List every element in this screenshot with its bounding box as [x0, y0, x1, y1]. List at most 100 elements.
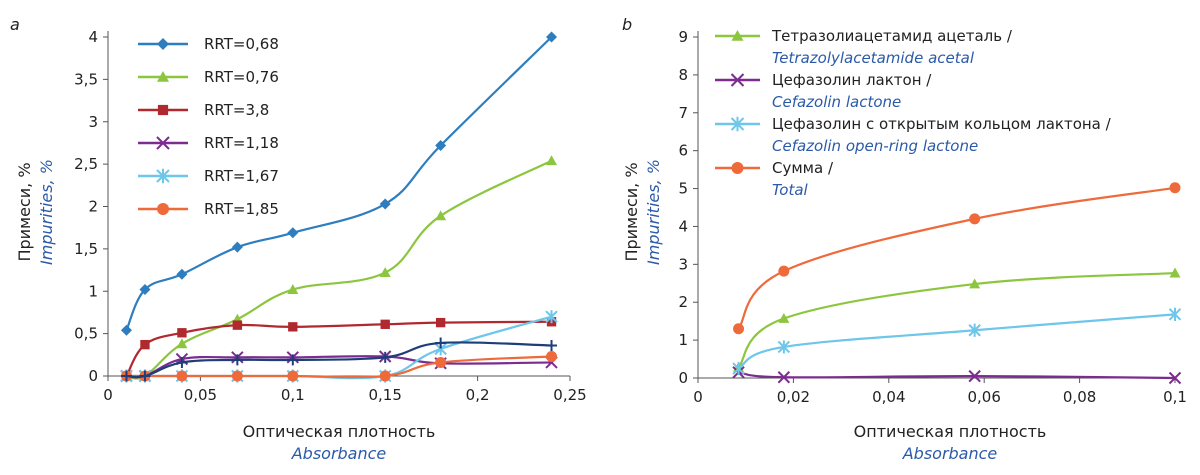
- data-point: [139, 370, 151, 382]
- y-tick-labels-a: 0 0,5 1 1,5 2 2,5 3 3,5 4: [74, 28, 98, 385]
- data-point: [546, 155, 558, 166]
- data-point: [546, 339, 558, 351]
- data-point: [379, 351, 391, 363]
- data-point: [778, 313, 790, 323]
- y-tick-label: 6: [678, 142, 688, 160]
- series-1: [120, 31, 558, 336]
- legend-label: Цефазолин лактон /: [772, 71, 932, 89]
- legend-label: Тетразолиацетамид ацеталь /: [771, 27, 1013, 45]
- x-tick-label: 0,1: [1163, 388, 1187, 406]
- legend-label-en: Total: [772, 181, 809, 199]
- y-axis-label-en-a: Impurities, %: [37, 159, 56, 265]
- legend-label-en: Tetrazolylacetamide acetal: [772, 49, 975, 67]
- series-line: [737, 186, 1176, 330]
- series-3: [732, 307, 1182, 376]
- legend-label: Цефазолин с открытым кольцом лактона /: [772, 115, 1112, 133]
- y-tick-label: 7: [678, 104, 688, 122]
- data-point: [435, 210, 447, 221]
- data-point: [231, 354, 243, 366]
- series-line: [737, 313, 1176, 370]
- data-point: [1168, 371, 1182, 385]
- y-tick-label: 2,5: [74, 155, 98, 173]
- legend-item-4: Сумма / Total: [715, 159, 834, 199]
- data-point: [969, 278, 981, 289]
- legend-item-3: Цефазолин с открытым кольцом лактона / Ce…: [715, 115, 1112, 155]
- data-point: [968, 369, 981, 383]
- x-tick-label: 0,15: [368, 386, 401, 404]
- panel-label-b: b: [622, 15, 632, 34]
- data-point: [546, 31, 558, 43]
- legend-label: RRT=0,76: [204, 68, 279, 86]
- legend-marker: [157, 104, 169, 116]
- data-point: [435, 317, 446, 328]
- data-point: [177, 328, 187, 338]
- y-axis-label-en-b: Impurities, %: [644, 159, 663, 265]
- y-tick-label: 8: [678, 66, 688, 84]
- legend-marker: [730, 116, 745, 132]
- legend-item-4: RRT=1,18: [138, 134, 279, 152]
- x-tick-label: 0,1: [281, 386, 305, 404]
- legend-item-5: RRT=1,67: [138, 167, 279, 185]
- y-tick-label: 3: [88, 113, 98, 131]
- data-point: [288, 322, 298, 332]
- x-axis-label-en-b: Absorbance: [902, 444, 998, 463]
- x-tick-label: 0: [103, 386, 113, 404]
- y-tick-label: 5: [678, 180, 688, 198]
- x-tick-label: 0,04: [872, 388, 905, 406]
- axes-a: [103, 31, 571, 381]
- data-point: [120, 370, 132, 382]
- x-tick-label: 0,02: [777, 388, 810, 406]
- data-point: [435, 356, 447, 368]
- series-4: [733, 182, 1181, 335]
- y-tick-label: 2: [88, 198, 98, 216]
- axes-b: [693, 31, 1176, 383]
- series-line: [737, 271, 1176, 369]
- data-point: [778, 265, 790, 277]
- data-point: [546, 351, 558, 363]
- y-tick-labels-b: 0 1 2 3 4 5 6 7 8 9: [678, 28, 688, 387]
- data-point: [435, 337, 447, 349]
- y-tick-label: 3: [678, 255, 688, 273]
- data-point: [140, 339, 150, 350]
- legend-marker: [731, 30, 744, 41]
- series-line: [125, 36, 553, 331]
- legend-marker: [730, 73, 745, 87]
- legend-item-2: Цефазолин лактон / Cefazolin lactone: [715, 71, 932, 111]
- data-point: [1169, 182, 1181, 194]
- legend-label: RRT=1,85: [204, 200, 279, 218]
- data-point: [231, 370, 243, 382]
- y-tick-label: 2: [678, 293, 688, 311]
- data-point: [120, 324, 132, 336]
- legend-marker: [156, 136, 170, 150]
- legend-item-1: RRT=0,68: [138, 35, 279, 53]
- data-point: [969, 213, 981, 225]
- x-tick-labels-b: 0 0,02 0,04 0,06 0,08 0,1: [693, 388, 1187, 406]
- series-group-b: [732, 182, 1182, 385]
- legend-marker: [156, 168, 170, 184]
- legend-item-1: Тетразолиацетамид ацеталь / Tetrazolylace…: [715, 27, 1013, 67]
- data-point: [379, 370, 391, 382]
- data-point: [777, 340, 791, 354]
- legend-marker: [157, 203, 169, 215]
- y-tick-label: 9: [678, 28, 688, 46]
- y-tick-label: 0: [678, 369, 688, 387]
- data-point: [380, 319, 390, 329]
- legend-item-6: RRT=1,85: [138, 200, 279, 218]
- x-axis-label-a: Оптическая плотность: [243, 422, 436, 441]
- x-axis-label-b: Оптическая плотность: [854, 422, 1047, 441]
- series-2: [732, 366, 1182, 385]
- legend-label: Сумма /: [772, 159, 834, 177]
- series-6: [120, 351, 558, 382]
- series-line: [738, 371, 1176, 380]
- legend-label: RRT=1,67: [204, 167, 279, 185]
- data-point: [968, 323, 981, 337]
- legend-marker: [731, 162, 744, 174]
- data-point: [232, 320, 243, 330]
- series-line: [125, 320, 552, 377]
- data-point: [176, 356, 188, 368]
- legend-label: RRT=1,18: [204, 134, 279, 152]
- data-point: [176, 370, 188, 382]
- chart-panel-b: b 0 0,02 0,04 0,06 0,08 0,1 0 1 2 3 4 5 6 7 8 9 Тетраз…: [622, 15, 1187, 463]
- y-axis-label-b: Примеси, %: [622, 162, 641, 261]
- legend-item-2: RRT=0,76: [138, 68, 279, 86]
